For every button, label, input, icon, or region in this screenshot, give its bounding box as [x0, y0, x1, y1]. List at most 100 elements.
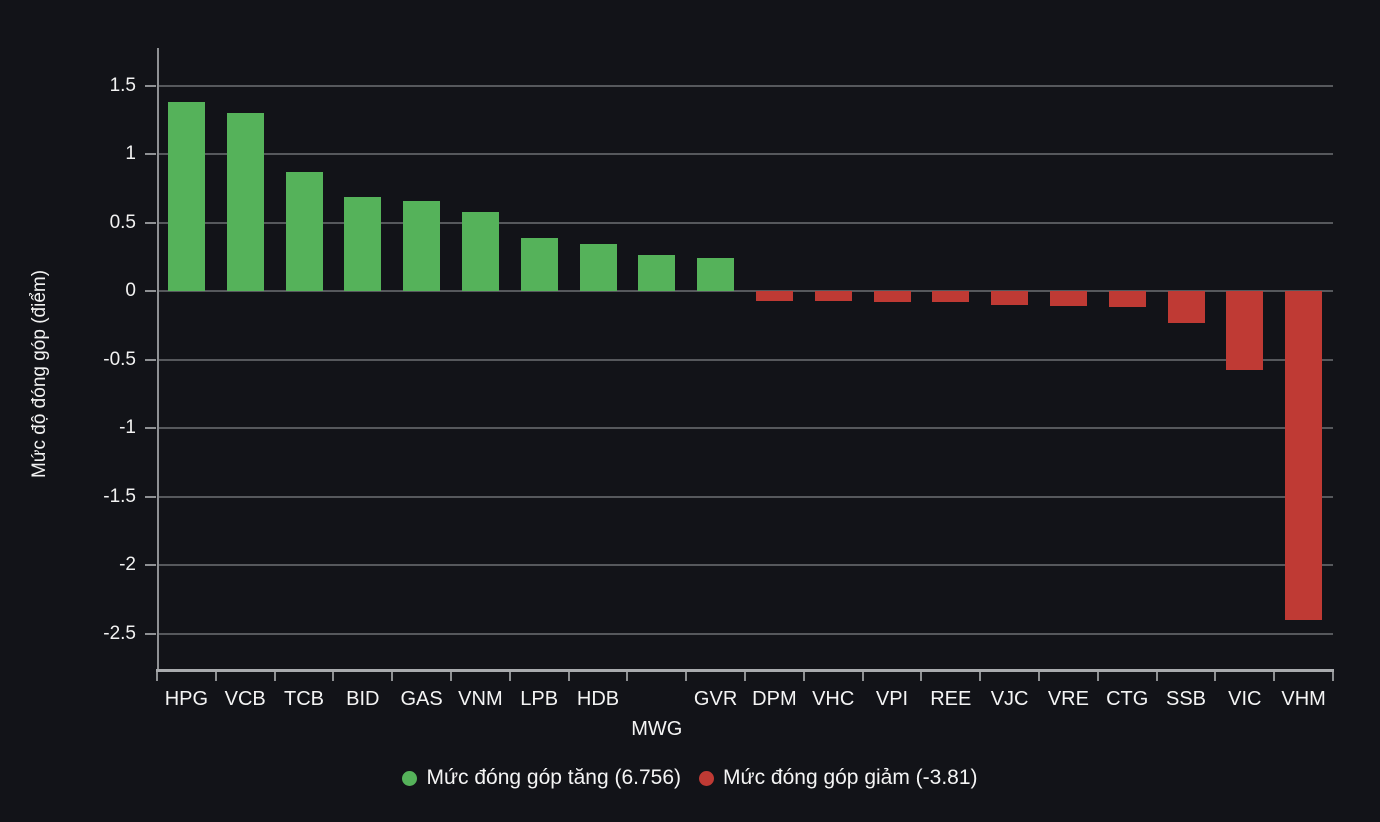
y-tick-label-0: 0 [125, 280, 136, 302]
x-label-HPG: HPG [164, 688, 209, 710]
bar-SSB[interactable] [1167, 291, 1205, 323]
x-label-VPI: VPI [875, 688, 909, 710]
plot-area [157, 48, 1333, 670]
y-tick-label--1.5: -1.5 [103, 485, 136, 507]
x-label-VRE: VRE [1047, 688, 1089, 710]
x-label-VCB: VCB [224, 688, 266, 710]
gridline-y-0 [157, 290, 1333, 293]
bar-VNM[interactable] [461, 211, 499, 292]
y-tick-label--1: -1 [119, 417, 136, 439]
bar-MWG[interactable] [638, 255, 676, 292]
gridline-y-1 [157, 153, 1333, 156]
x-axis-tick [156, 672, 158, 681]
x-axis-tick [685, 672, 688, 681]
x-axis-tick [1273, 672, 1276, 681]
x-axis-tick [1332, 672, 1334, 681]
x-label-SSB: SSB [1165, 688, 1207, 710]
gridline-y-0.5 [157, 221, 1333, 224]
x-label-VIC: VIC [1228, 688, 1262, 710]
y-axis-tick [145, 632, 156, 635]
bar-LPB[interactable] [520, 237, 558, 292]
x-label-MWG: MWG [631, 718, 683, 740]
x-label-LPB: LPB [520, 688, 559, 710]
gridline-y--1.5 [157, 495, 1333, 498]
y-tick-label--0.5: -0.5 [103, 348, 136, 370]
x-label-TCB: TCB [284, 688, 324, 710]
x-label-VNM: VNM [458, 688, 503, 710]
x-label-BID: BID [346, 688, 380, 710]
gridline-y--2.5 [157, 632, 1333, 635]
y-axis-tick [145, 221, 156, 224]
bar-CTG[interactable] [1108, 291, 1146, 308]
bar-GVR[interactable] [697, 258, 735, 292]
x-axis-tick [214, 672, 217, 681]
x-label-HDB: HDB [576, 688, 620, 710]
x-axis-tick [802, 672, 805, 681]
x-label-VHM: VHM [1281, 688, 1326, 710]
x-axis-tick [626, 672, 629, 681]
x-axis-tick [920, 672, 923, 681]
x-axis-tick [508, 672, 511, 681]
legend-item-giam[interactable]: Mức đóng góp giảm (-3.81) [699, 766, 978, 790]
x-axis-tick [1155, 672, 1158, 681]
x-label-CTG: CTG [1106, 688, 1149, 710]
legend-label: Mức đóng góp giảm (-3.81) [723, 766, 978, 789]
bar-HDB[interactable] [579, 244, 617, 292]
y-axis-tick [145, 153, 156, 156]
y-axis-line [157, 48, 159, 672]
x-axis-tick [332, 672, 335, 681]
x-axis-tick [1214, 672, 1217, 681]
bar-HPG[interactable] [167, 101, 205, 292]
y-axis-tick [145, 358, 156, 361]
bar-VCB[interactable] [226, 112, 264, 292]
bar-VJC[interactable] [991, 291, 1029, 305]
x-axis-tick [450, 672, 452, 681]
x-axis-tick [1038, 672, 1040, 681]
bar-VRE[interactable] [1049, 291, 1087, 307]
x-label-GVR: GVR [693, 688, 738, 710]
y-axis-tick [145, 290, 156, 293]
bar-REE[interactable] [932, 291, 970, 302]
y-axis-tick [145, 84, 156, 87]
y-axis-tick [145, 495, 156, 498]
gridline-y--0.5 [157, 358, 1333, 361]
y-tick-label--2: -2 [119, 554, 136, 576]
legend-dot-icon [402, 770, 418, 786]
y-tick-label--2.5: -2.5 [103, 622, 136, 644]
x-axis-tick [391, 672, 394, 681]
y-tick-label-1.5: 1.5 [109, 74, 136, 96]
x-axis-tick [744, 672, 746, 681]
legend-dot-icon [699, 770, 715, 786]
bar-VHC[interactable] [814, 291, 852, 301]
legend-label: Mức đóng góp tăng (6.756) [426, 766, 682, 789]
x-axis-tick [979, 672, 982, 681]
x-label-VHC: VHC [812, 688, 855, 710]
x-axis-line [156, 669, 1334, 672]
x-label-VJC: VJC [990, 688, 1029, 710]
x-axis-tick [861, 672, 864, 681]
bar-VHM[interactable] [1285, 291, 1323, 620]
legend-item-tang[interactable]: Mức đóng góp tăng (6.756) [402, 766, 681, 790]
y-tick-label-0.5: 0.5 [109, 211, 136, 233]
x-axis-tick [567, 672, 570, 681]
y-axis-title: Mức độ đóng góp (điểm) [29, 269, 50, 479]
bar-TCB[interactable] [285, 171, 323, 292]
gridline-y--1 [157, 427, 1333, 430]
bar-BID[interactable] [344, 196, 382, 292]
gridline-y-1.5 [157, 84, 1333, 87]
x-axis-tick [273, 672, 276, 681]
gridline-y--2 [157, 564, 1333, 567]
y-axis-tick [145, 564, 156, 567]
bar-DPM[interactable] [755, 291, 793, 301]
chart-legend: Mức đóng góp tăng (6.756) Mức đóng góp gi… [0, 766, 1380, 790]
y-axis-tick [145, 427, 156, 430]
x-label-REE: REE [930, 688, 972, 710]
bar-VIC[interactable] [1226, 291, 1264, 371]
bar-VPI[interactable] [873, 291, 911, 302]
x-label-GAS: GAS [400, 688, 443, 710]
bar-GAS[interactable] [403, 200, 441, 292]
x-label-DPM: DPM [752, 688, 797, 710]
y-tick-label-1: 1 [125, 143, 136, 165]
x-axis-tick [1096, 672, 1099, 681]
